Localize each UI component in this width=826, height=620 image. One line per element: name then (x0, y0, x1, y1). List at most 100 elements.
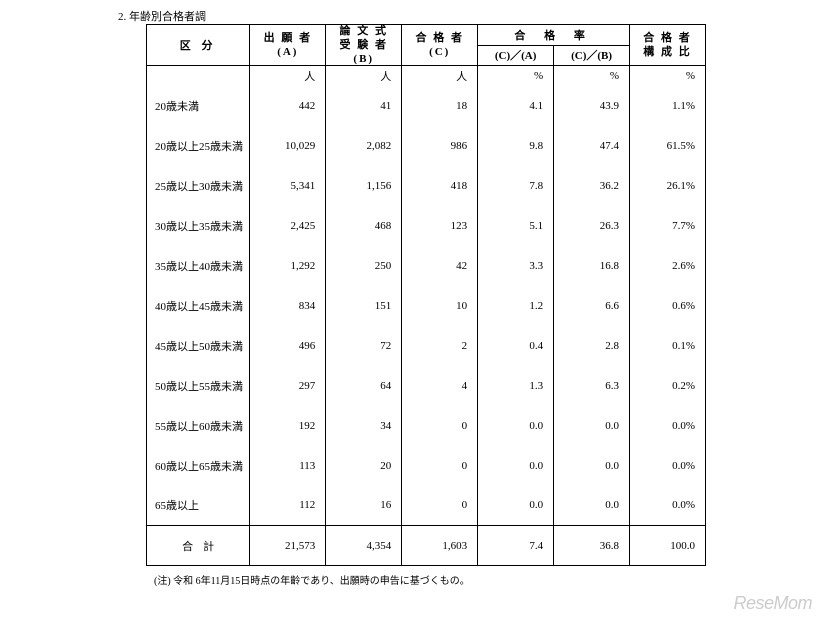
col-ratio-cell: 0.6% (630, 286, 706, 326)
unit-cell (147, 66, 250, 86)
age-pass-table: 区 分 出 願 者 (A) 論 文 式 受 験 者 (B) (146, 24, 706, 566)
col-cb-cell: 47.4 (554, 126, 630, 166)
table-row: 60歳以上65歳未満1132000.00.00.0% (147, 446, 706, 486)
table-row: 30歳以上35歳未満2,4254681235.126.37.7% (147, 206, 706, 246)
unit-cell: % (554, 66, 630, 86)
col-ca-cell: 5.1 (478, 206, 554, 246)
hdr-passrate: 合 格 率 (478, 25, 630, 46)
col-c-cell: 4 (402, 366, 478, 406)
col-a-cell: 10,029 (250, 126, 326, 166)
col-c-cell: 18 (402, 86, 478, 126)
col-ratio-cell: 1.1% (630, 86, 706, 126)
col-b-cell: 34 (326, 406, 402, 446)
col-a-cell: 5,341 (250, 166, 326, 206)
unit-cell: 人 (326, 66, 402, 86)
hdr-c: 合 格 者 (C) (402, 25, 478, 66)
col-c-cell: 418 (402, 166, 478, 206)
unit-row: 人人人%%% (147, 66, 706, 86)
col-cb-cell: 43.9 (554, 86, 630, 126)
cat-cell: 20歳未満 (147, 86, 250, 126)
col-b-cell: 64 (326, 366, 402, 406)
col-b-cell: 2,082 (326, 126, 402, 166)
hdr-a: 出 願 者 (A) (250, 25, 326, 66)
col-cb-cell: 6.3 (554, 366, 630, 406)
col-ratio-cell: 0.0% (630, 446, 706, 486)
col-a-cell: 834 (250, 286, 326, 326)
hdr-b: 論 文 式 受 験 者 (B) (326, 25, 402, 66)
resemom-logo: ReseMom (733, 593, 812, 614)
col-ca-cell: 3.3 (478, 246, 554, 286)
col-ratio-cell: 61.5% (630, 126, 706, 166)
col-ca-cell: 0.4 (478, 326, 554, 366)
table-row: 35歳以上40歳未満1,292250423.316.82.6% (147, 246, 706, 286)
unit-cell: 人 (402, 66, 478, 86)
col-cb-cell: 0.0 (554, 486, 630, 526)
col-c-cell: 2 (402, 326, 478, 366)
total-cell: 4,354 (326, 526, 402, 566)
cat-cell: 65歳以上 (147, 486, 250, 526)
col-a-cell: 2,425 (250, 206, 326, 246)
col-b-cell: 20 (326, 446, 402, 486)
cat-cell: 40歳以上45歳未満 (147, 286, 250, 326)
col-c-cell: 42 (402, 246, 478, 286)
col-ca-cell: 9.8 (478, 126, 554, 166)
table-row: 65歳以上1121600.00.00.0% (147, 486, 706, 526)
col-cb-cell: 6.6 (554, 286, 630, 326)
table-row: 40歳以上45歳未満834151101.26.60.6% (147, 286, 706, 326)
col-b-cell: 72 (326, 326, 402, 366)
col-a-cell: 442 (250, 86, 326, 126)
col-c-cell: 0 (402, 446, 478, 486)
col-a-cell: 112 (250, 486, 326, 526)
total-cell: 1,603 (402, 526, 478, 566)
col-ca-cell: 0.0 (478, 406, 554, 446)
table-row: 20歳以上25歳未満10,0292,0829869.847.461.5% (147, 126, 706, 166)
col-ratio-cell: 26.1% (630, 166, 706, 206)
col-ca-cell: 7.8 (478, 166, 554, 206)
unit-cell: 人 (250, 66, 326, 86)
col-a-cell: 1,292 (250, 246, 326, 286)
col-a-cell: 297 (250, 366, 326, 406)
col-ca-cell: 1.2 (478, 286, 554, 326)
col-b-cell: 250 (326, 246, 402, 286)
col-c-cell: 0 (402, 406, 478, 446)
col-ratio-cell: 0.0% (630, 406, 706, 446)
col-ca-cell: 0.0 (478, 446, 554, 486)
cat-cell: 50歳以上55歳未満 (147, 366, 250, 406)
col-a-cell: 192 (250, 406, 326, 446)
table-row: 50歳以上55歳未満2976441.36.30.2% (147, 366, 706, 406)
cat-cell: 55歳以上60歳未満 (147, 406, 250, 446)
total-cell: 合計 (147, 526, 250, 566)
hdr-category: 区 分 (147, 25, 250, 66)
table-row: 45歳以上50歳未満4967220.42.80.1% (147, 326, 706, 366)
col-cb-cell: 16.8 (554, 246, 630, 286)
total-row: 合計21,5734,3541,6037.436.8100.0 (147, 526, 706, 566)
col-cb-cell: 2.8 (554, 326, 630, 366)
total-cell: 7.4 (478, 526, 554, 566)
col-c-cell: 123 (402, 206, 478, 246)
hdr-ratio: 合 格 者 構 成 比 (630, 25, 706, 66)
total-cell: 21,573 (250, 526, 326, 566)
col-cb-cell: 0.0 (554, 406, 630, 446)
col-cb-cell: 0.0 (554, 446, 630, 486)
table-row: 55歳以上60歳未満1923400.00.00.0% (147, 406, 706, 446)
total-cell: 36.8 (554, 526, 630, 566)
table-title: 2. 年齢別合格者調 (118, 8, 206, 24)
table-row: 20歳未満44241184.143.91.1% (147, 86, 706, 126)
col-b-cell: 468 (326, 206, 402, 246)
col-b-cell: 151 (326, 286, 402, 326)
cat-cell: 30歳以上35歳未満 (147, 206, 250, 246)
table-note: (注) 令和 6年11月15日時点の年齡であり、出願時の申告に基づくもの。 (154, 572, 470, 587)
col-b-cell: 41 (326, 86, 402, 126)
col-c-cell: 10 (402, 286, 478, 326)
col-ca-cell: 0.0 (478, 486, 554, 526)
table-body: 人人人%%%20歳未満44241184.143.91.1%20歳以上25歳未満1… (147, 66, 706, 566)
col-ratio-cell: 0.2% (630, 366, 706, 406)
hdr-cb: (C)／(B) (554, 45, 630, 66)
col-c-cell: 0 (402, 486, 478, 526)
col-b-cell: 1,156 (326, 166, 402, 206)
cat-cell: 60歳以上65歳未満 (147, 446, 250, 486)
col-ratio-cell: 2.6% (630, 246, 706, 286)
unit-cell: % (478, 66, 554, 86)
cat-cell: 45歳以上50歳未満 (147, 326, 250, 366)
col-a-cell: 496 (250, 326, 326, 366)
